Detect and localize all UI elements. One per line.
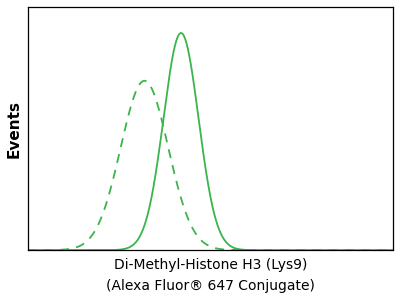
- X-axis label: Di-Methyl-Histone H3 (Lys9)
(Alexa Fluor® 647 Conjugate): Di-Methyl-Histone H3 (Lys9) (Alexa Fluor…: [106, 259, 315, 293]
- Y-axis label: Events: Events: [7, 100, 22, 158]
